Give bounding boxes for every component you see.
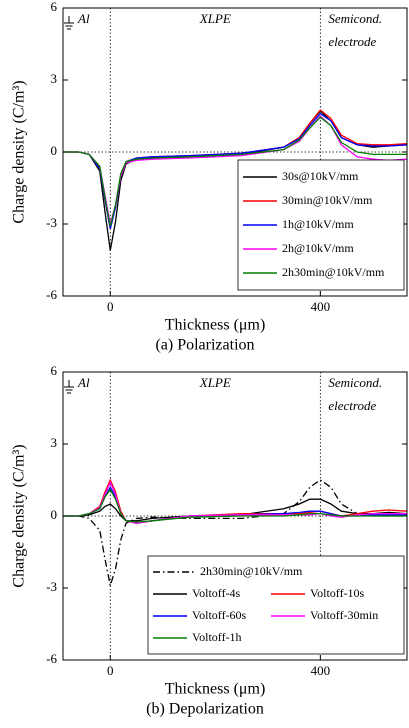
data-line [63, 116, 407, 227]
legend-label: Voltoff-60s [192, 608, 247, 622]
y-tick-label: -3 [46, 579, 57, 594]
y-tick-label: -6 [46, 287, 57, 302]
y-tick-label: -6 [46, 651, 57, 666]
x-tick-label: 0 [107, 663, 114, 678]
annotation: Semicond. [328, 375, 382, 390]
annotation: Al [77, 375, 90, 390]
legend-label: 2h30min@10kV/mm [282, 265, 385, 279]
plot-frame [62, 7, 408, 297]
y-tick-label: 6 [51, 363, 58, 378]
legend-label: 2h30min@10kV/mm [200, 564, 303, 578]
y-tick-label: 0 [51, 507, 58, 522]
x-axis-label: Thickness (μm) [165, 317, 266, 334]
legend-label: Voltoff-30min [310, 608, 378, 622]
y-tick-label: 6 [51, 0, 58, 14]
legend-label: 2h@10kV/mm [282, 241, 354, 255]
caption: (a) Polarization [155, 337, 254, 354]
legend-label: 30s@10kV/mm [282, 169, 359, 183]
legend-box [147, 555, 405, 655]
y-axis-label: Charge density (C/m³) [11, 80, 28, 223]
data-line [63, 488, 407, 523]
ground-symbol [64, 16, 74, 30]
legend-label: 30min@10kV/mm [282, 193, 373, 207]
data-line [63, 479, 407, 586]
caption: (b) Depolarization [146, 701, 264, 718]
y-tick-label: 3 [51, 435, 58, 450]
legend-label: 1h@10kV/mm [282, 217, 354, 231]
y-tick-label: 0 [51, 143, 58, 158]
annotation: electrode [328, 398, 376, 413]
annotation: XLPE [199, 375, 231, 390]
ground-symbol [64, 380, 74, 394]
x-axis-label: Thickness (μm) [165, 681, 266, 698]
y-tick-label: 3 [51, 71, 58, 86]
x-tick-label: 400 [311, 299, 331, 314]
legend-label: Voltoff-10s [310, 586, 365, 600]
x-tick-label: 400 [311, 663, 331, 678]
y-tick-label: -3 [46, 215, 57, 230]
y-axis-label: Charge density (C/m³) [11, 444, 28, 587]
annotation: Al [77, 11, 90, 26]
legend-label: Voltoff-4s [192, 586, 241, 600]
annotation: electrode [328, 34, 376, 49]
x-tick-label: 0 [107, 299, 114, 314]
annotation: Semicond. [328, 11, 382, 26]
annotation: XLPE [199, 11, 231, 26]
plot-frame [62, 371, 408, 661]
legend-label: Voltoff-1h [192, 630, 242, 644]
data-line [63, 498, 408, 522]
